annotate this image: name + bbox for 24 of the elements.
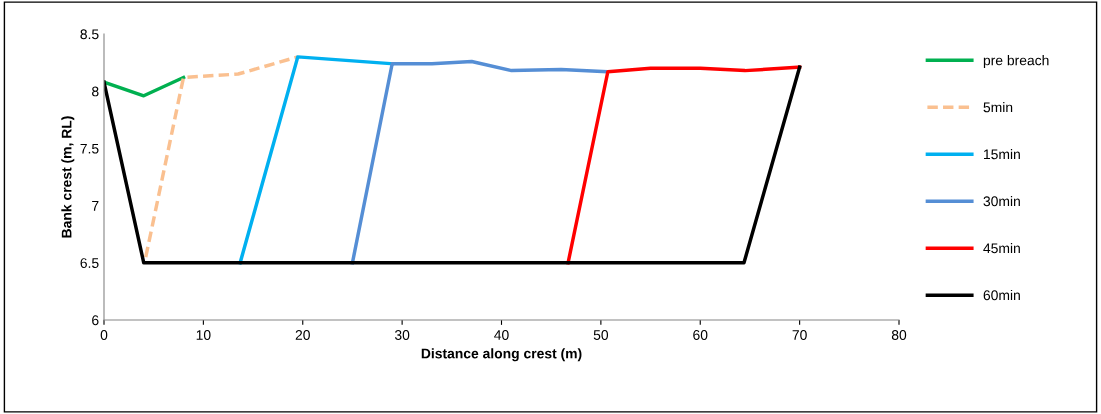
x-tick-label: 10	[196, 330, 211, 340]
y-tick-label: 8.5	[80, 29, 99, 40]
legend-label: 30min	[983, 196, 1020, 207]
x-tick-label: 0	[100, 330, 108, 340]
legend-label: 60min	[983, 289, 1020, 301]
y-tick-label: 8	[92, 86, 99, 97]
legend-label: 45min	[983, 242, 1020, 254]
legend-label: 5min	[983, 102, 1013, 113]
x-tick-label: 20	[295, 330, 310, 340]
legend-label: pre breach	[983, 55, 1049, 69]
y-tick-label: 6.5	[80, 258, 99, 268]
y-axis-title: Bank crest (m, RL)	[61, 116, 75, 238]
x-tick-label: 40	[494, 330, 509, 340]
x-tick-label: 80	[891, 330, 907, 340]
x-axis-title: Distance along crest (m)	[421, 348, 582, 362]
line-series	[144, 55, 300, 259]
x-tick-label: 70	[792, 330, 807, 340]
y-tick-label: 7	[92, 201, 99, 211]
x-tick-label: 50	[593, 330, 609, 340]
y-tick-label: 7.5	[80, 143, 99, 154]
legend-label: 15min	[984, 149, 1020, 160]
x-tick-label: 30	[394, 330, 410, 340]
y-tick-label: 6	[92, 315, 99, 326]
x-tick-label: 60	[693, 330, 708, 340]
